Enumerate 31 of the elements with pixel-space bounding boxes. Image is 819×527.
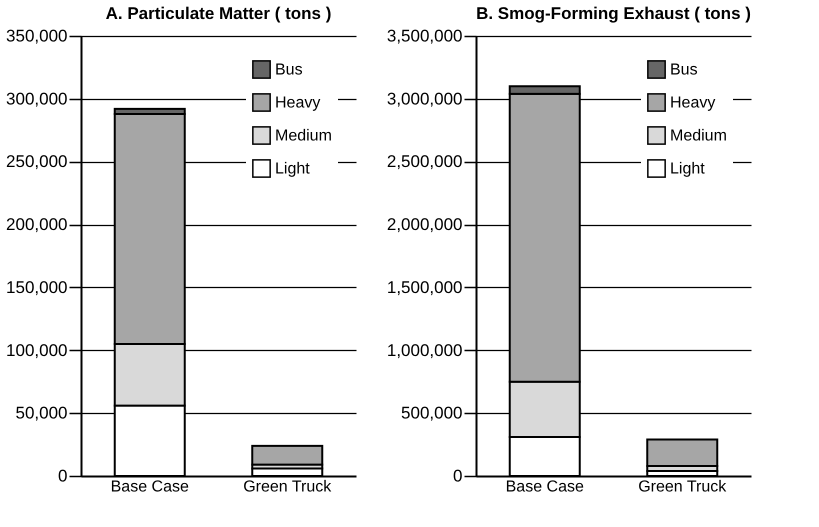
legend-label: Heavy — [275, 94, 320, 112]
x-tick-label: Green Truck — [243, 478, 332, 496]
y-tick-label: 3,000,000 — [386, 89, 462, 108]
y-tick-label: 300,000 — [6, 89, 68, 108]
y-tick-label: 250,000 — [6, 152, 68, 172]
legend-label: Medium — [670, 128, 727, 144]
y-tick-label: 100,000 — [6, 340, 68, 360]
y-tick-label: 0 — [453, 466, 462, 486]
legend-label: Bus — [670, 62, 698, 78]
y-tick-label: 50,000 — [16, 404, 68, 423]
bar — [251, 444, 324, 466]
y-tick-label: 350,000 — [6, 26, 68, 46]
y-tick-label: 150,000 — [6, 278, 68, 297]
legend-label: Medium — [275, 128, 332, 144]
y-tick-label: 0 — [58, 466, 68, 486]
y-tick-label: 2,500,000 — [386, 152, 462, 172]
legend-label: Light — [275, 160, 310, 178]
y-tick-label: 2,000,000 — [386, 215, 462, 234]
y-tick-label: 200,000 — [6, 215, 68, 234]
y-tick-label: 500,000 — [401, 404, 462, 423]
chart-title: A. Particulate Matter ( tons ) — [106, 4, 332, 23]
x-tick-label: Base Case — [110, 478, 189, 496]
legend-label: Heavy — [670, 94, 716, 112]
x-tick-label: Base Case — [506, 478, 584, 496]
x-tick-label: Green Truck — [638, 478, 728, 496]
legend-label: Bus — [275, 62, 303, 78]
y-tick-label: 1,000,000 — [386, 340, 462, 360]
legend-label: Light — [670, 160, 706, 178]
y-tick-label: 1,500,000 — [386, 278, 462, 297]
y-tick-label: 3,500,000 — [386, 26, 462, 46]
chart-title: B. Smog-Forming Exhaust ( tons ) — [476, 4, 751, 23]
